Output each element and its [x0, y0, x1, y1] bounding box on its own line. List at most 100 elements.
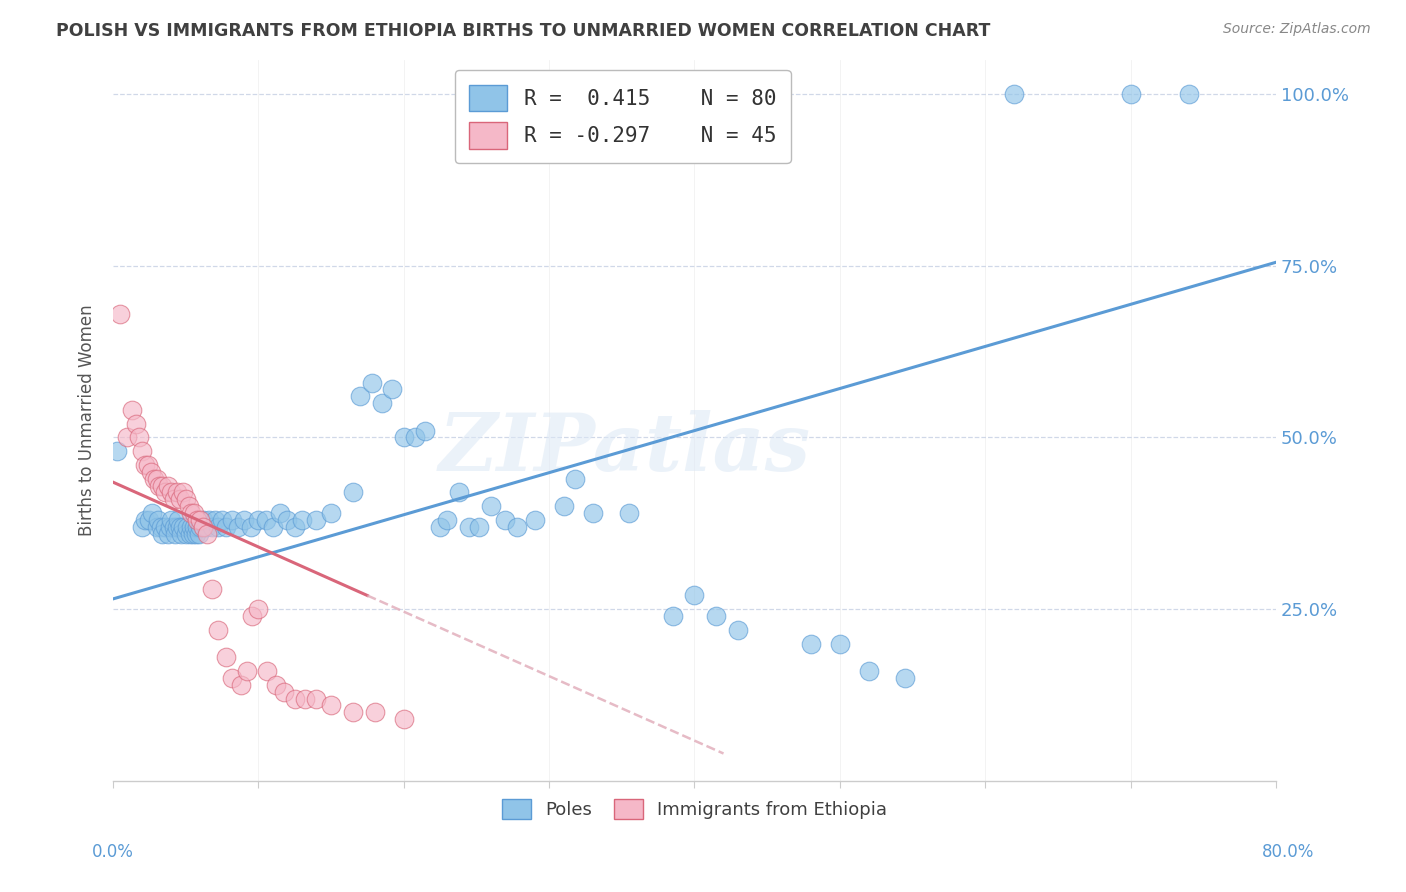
Point: [163, 492, 186, 507]
Point: [553, 499, 575, 513]
Point: [194, 520, 217, 534]
Point: [121, 403, 143, 417]
Point: [207, 520, 229, 534]
Point: [247, 513, 270, 527]
Point: [211, 513, 233, 527]
Point: [215, 520, 238, 534]
Point: [229, 678, 252, 692]
Point: [134, 458, 156, 472]
Point: [404, 430, 426, 444]
Point: [294, 691, 316, 706]
Point: [174, 526, 197, 541]
Point: [319, 698, 342, 713]
Point: [371, 396, 394, 410]
Point: [139, 465, 162, 479]
Point: [198, 513, 221, 527]
Point: [166, 485, 188, 500]
Point: [617, 506, 640, 520]
Point: [191, 520, 214, 534]
Point: [186, 513, 208, 527]
Point: [149, 520, 172, 534]
Point: [305, 691, 328, 706]
Point: [363, 706, 385, 720]
Point: [148, 478, 170, 492]
Point: [187, 526, 209, 541]
Point: [131, 520, 153, 534]
Point: [506, 520, 529, 534]
Point: [458, 520, 481, 534]
Point: [186, 520, 208, 534]
Point: [392, 712, 415, 726]
Point: [319, 506, 342, 520]
Point: [180, 520, 202, 534]
Point: [291, 513, 314, 527]
Point: [264, 678, 287, 692]
Point: [494, 513, 516, 527]
Point: [582, 506, 605, 520]
Point: [105, 444, 128, 458]
Point: [188, 513, 211, 527]
Point: [436, 513, 458, 527]
Point: [184, 526, 207, 541]
Point: [262, 520, 284, 534]
Point: [159, 520, 181, 534]
Point: [204, 513, 226, 527]
Point: [138, 513, 160, 527]
Point: [392, 430, 415, 444]
Y-axis label: Births to Unmarried Women: Births to Unmarried Women: [79, 304, 96, 536]
Point: [167, 513, 190, 527]
Point: [177, 499, 200, 513]
Point: [160, 485, 183, 500]
Point: [1177, 87, 1199, 101]
Point: [169, 520, 191, 534]
Point: [215, 650, 238, 665]
Point: [150, 478, 173, 492]
Point: [564, 472, 586, 486]
Point: [157, 526, 180, 541]
Point: [221, 671, 243, 685]
Point: [360, 376, 382, 390]
Point: [207, 623, 229, 637]
Point: [221, 513, 243, 527]
Point: [180, 506, 202, 520]
Point: [468, 520, 491, 534]
Point: [117, 430, 139, 444]
Point: [160, 513, 183, 527]
Point: [128, 430, 150, 444]
Point: [256, 664, 278, 678]
Point: [858, 664, 880, 678]
Point: [479, 499, 502, 513]
Text: POLISH VS IMMIGRANTS FROM ETHIOPIA BIRTHS TO UNMARRIED WOMEN CORRELATION CHART: POLISH VS IMMIGRANTS FROM ETHIOPIA BIRTH…: [56, 22, 991, 40]
Point: [1119, 87, 1142, 101]
Point: [447, 485, 470, 500]
Point: [183, 520, 205, 534]
Point: [125, 417, 148, 431]
Point: [429, 520, 451, 534]
Text: 80.0%: 80.0%: [1263, 843, 1315, 861]
Point: [172, 485, 194, 500]
Point: [415, 424, 437, 438]
Point: [172, 520, 194, 534]
Point: [136, 458, 159, 472]
Point: [145, 520, 167, 534]
Point: [170, 526, 193, 541]
Point: [381, 383, 404, 397]
Point: [661, 609, 683, 624]
Point: [704, 609, 727, 624]
Text: ZIPatlas: ZIPatlas: [439, 410, 811, 488]
Point: [201, 520, 224, 534]
Point: [165, 526, 187, 541]
Point: [183, 506, 205, 520]
Point: [284, 520, 307, 534]
Point: [155, 485, 177, 500]
Point: [273, 684, 295, 698]
Point: [342, 485, 364, 500]
Point: [800, 637, 823, 651]
Point: [163, 520, 186, 534]
Point: [727, 623, 749, 637]
Point: [197, 526, 219, 541]
Point: [232, 513, 254, 527]
Point: [894, 671, 917, 685]
Point: [269, 506, 291, 520]
Point: [349, 389, 371, 403]
